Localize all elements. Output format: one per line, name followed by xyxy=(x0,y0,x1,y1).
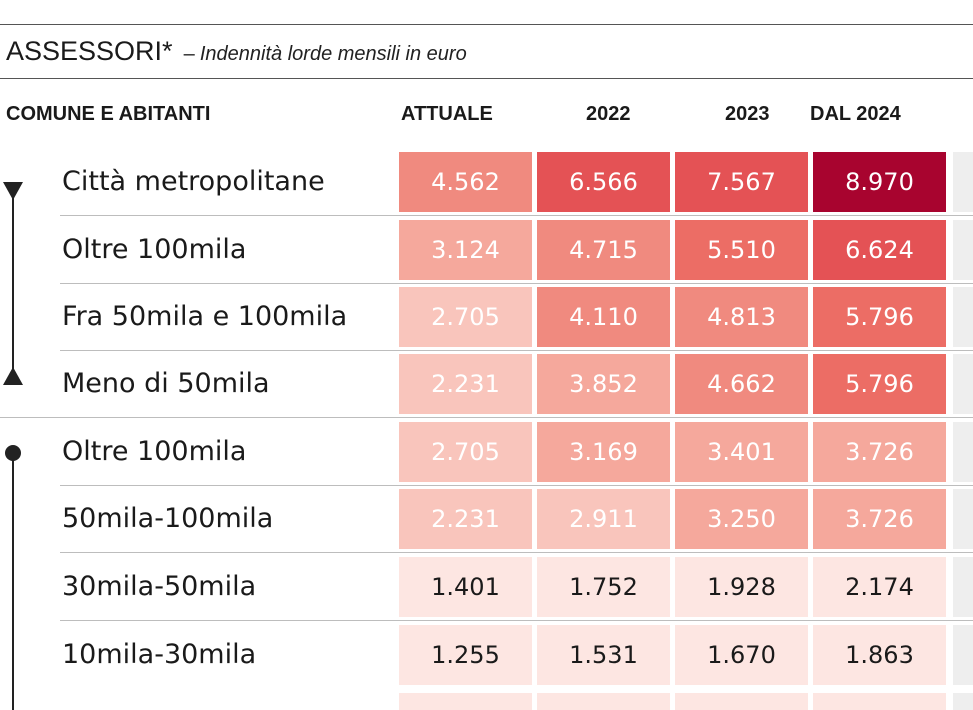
row-label: 50mila-100mila xyxy=(62,503,274,534)
table-cell: 3.852 xyxy=(537,354,670,414)
table-cell: 4.715 xyxy=(537,220,670,280)
table-cell: 2.174 xyxy=(813,557,946,617)
row-label: Meno di 50mila xyxy=(62,368,270,399)
table-cell: 3.250 xyxy=(675,489,808,549)
row-separator xyxy=(60,350,973,351)
row-separator xyxy=(0,417,973,418)
table-cell: 1.255 xyxy=(399,625,532,685)
table-cell: 5.796 xyxy=(813,287,946,347)
table-cell: 6.566 xyxy=(537,152,670,212)
table-cell: 4.813 xyxy=(675,287,808,347)
table-cell: 5.510 xyxy=(675,220,808,280)
next-column-stub xyxy=(953,354,973,414)
table-cell: 2.705 xyxy=(399,287,532,347)
row-label: Oltre 100mila xyxy=(62,234,247,265)
table-cell: 4.662 xyxy=(675,354,808,414)
table-cell: 3.124 xyxy=(399,220,532,280)
triangle-down-icon xyxy=(3,182,23,200)
table-cell: 1.928 xyxy=(675,557,808,617)
table-cell: 3.726 xyxy=(813,489,946,549)
dot-icon xyxy=(5,445,21,461)
row-label: 30mila-50mila xyxy=(62,571,257,602)
chart-title-bar: ASSESSORI* – Indennità lorde mensili in … xyxy=(6,36,467,67)
header-rule xyxy=(0,78,973,79)
next-column-stub xyxy=(953,625,973,685)
table-cell: 1.401 xyxy=(399,557,532,617)
partial-cell xyxy=(537,693,670,710)
next-column-stub xyxy=(953,557,973,617)
row-separator xyxy=(60,620,973,621)
table-cell: 8.970 xyxy=(813,152,946,212)
row-separator xyxy=(60,215,973,216)
table-cell: 7.567 xyxy=(675,152,808,212)
row-separator xyxy=(60,283,973,284)
row-label: Oltre 100mila xyxy=(62,436,247,467)
table-cell: 2.911 xyxy=(537,489,670,549)
next-column-stub xyxy=(953,693,973,710)
table-cell: 1.670 xyxy=(675,625,808,685)
triangle-up-icon xyxy=(3,367,23,385)
next-column-stub xyxy=(953,152,973,212)
table-cell: 1.752 xyxy=(537,557,670,617)
title-separator: – xyxy=(183,43,195,65)
column-header-attuale: ATTUALE xyxy=(401,103,493,125)
table-cell: 2.705 xyxy=(399,422,532,482)
row-label: Fra 50mila e 100mila xyxy=(62,301,348,332)
table-cell: 6.624 xyxy=(813,220,946,280)
next-column-stub xyxy=(953,422,973,482)
column-header-2023: 2023 xyxy=(725,103,770,125)
partial-cell xyxy=(399,693,532,710)
table-cell: 2.231 xyxy=(399,489,532,549)
partial-cell xyxy=(813,693,946,710)
chart-title: ASSESSORI* xyxy=(6,36,173,66)
next-column-stub xyxy=(953,220,973,280)
table-cell: 3.401 xyxy=(675,422,808,482)
table-cell: 3.169 xyxy=(537,422,670,482)
row-separator xyxy=(60,485,973,486)
chart-subtitle: Indennità lorde mensili in euro xyxy=(199,43,467,65)
partial-cell xyxy=(675,693,808,710)
row-label: Città metropolitane xyxy=(62,166,325,197)
table-cell: 1.863 xyxy=(813,625,946,685)
table-cell: 5.796 xyxy=(813,354,946,414)
table-cell: 2.231 xyxy=(399,354,532,414)
next-column-stub xyxy=(953,287,973,347)
table-cell: 4.110 xyxy=(537,287,670,347)
table-cell: 3.726 xyxy=(813,422,946,482)
bracket-line-upper xyxy=(12,190,14,378)
top-rule xyxy=(0,24,973,25)
table-cell: 4.562 xyxy=(399,152,532,212)
row-separator xyxy=(60,552,973,553)
bracket-line-lower xyxy=(12,452,14,710)
column-header-dal-2024: DAL 2024 xyxy=(810,103,901,125)
column-header-2022: 2022 xyxy=(586,103,631,125)
column-header-comune: COMUNE E ABITANTI xyxy=(6,103,211,125)
next-column-stub xyxy=(953,489,973,549)
table-cell: 1.531 xyxy=(537,625,670,685)
row-label: 10mila-30mila xyxy=(62,639,257,670)
